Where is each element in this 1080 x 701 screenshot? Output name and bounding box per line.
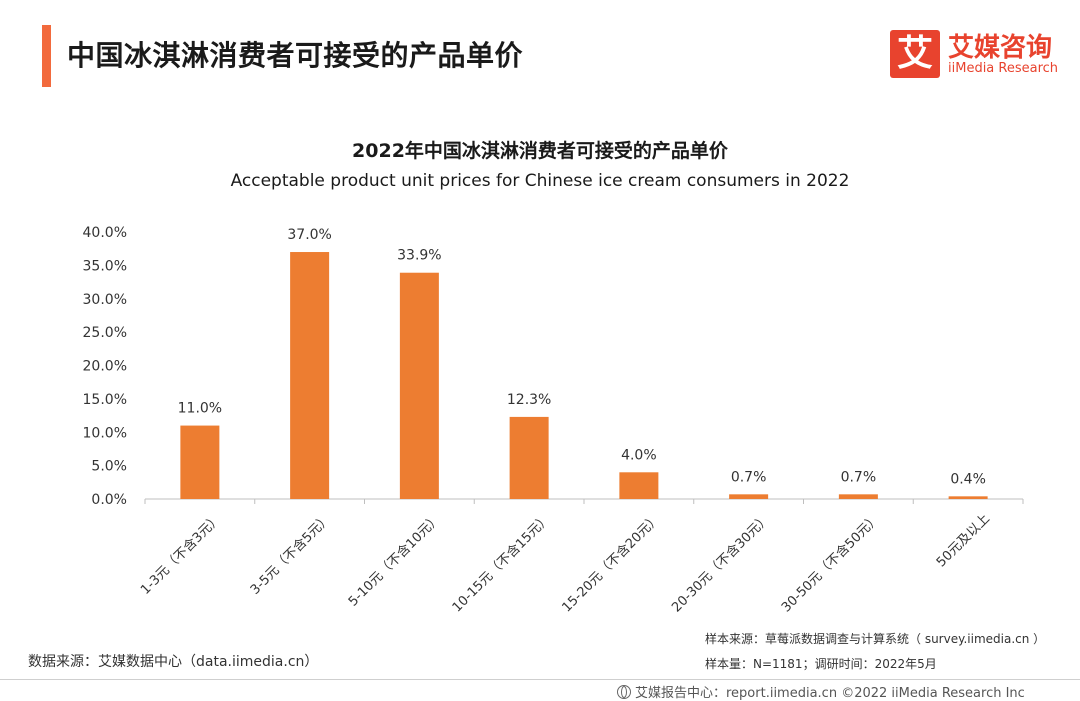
chart-title: 2022年中国冰淇淋消费者可接受的产品单价 <box>352 140 728 162</box>
x-tick-label: 20-30元（不含30元） <box>669 511 774 616</box>
y-tick-label: 40.0% <box>83 225 127 241</box>
footer: 艾媒报告中心：report.iimedia.cn ©2022 iiMedia R… <box>617 682 1025 701</box>
chart-subtitle: Acceptable product unit prices for Chine… <box>230 171 850 191</box>
x-tick-label: 5-10元（不含10元） <box>345 511 444 610</box>
sample-size-note: 样本量：N=1181；调研时间：2022年5月 <box>705 657 937 671</box>
title-accent-bar <box>42 25 51 87</box>
bar <box>399 272 439 499</box>
data-label: 37.0% <box>287 227 331 243</box>
y-tick-label: 35.0% <box>83 258 127 274</box>
data-label: 33.9% <box>397 248 441 264</box>
bar <box>729 494 769 499</box>
y-tick-label: 30.0% <box>83 292 127 308</box>
bar <box>619 472 659 499</box>
y-tick-label: 25.0% <box>83 325 127 341</box>
data-label: 0.4% <box>950 471 986 487</box>
x-tick-label: 50元及以上 <box>934 511 993 570</box>
logo-name-en: iiMedia Research <box>948 61 1059 76</box>
data-label: 12.3% <box>507 392 551 408</box>
data-source-note: 数据来源：艾媒数据中心（data.iimedia.cn） <box>28 654 319 670</box>
sample-source-note: 样本来源：草莓派数据调查与计算系统（ survey.iimedia.cn ） <box>705 632 1046 646</box>
logo-name-cn: 艾媒咨询 <box>948 33 1053 63</box>
page-title: 中国冰淇淋消费者可接受的产品单价 <box>67 39 524 72</box>
logo-mark: 艾 <box>890 30 940 78</box>
bar <box>290 252 330 499</box>
bar <box>948 496 988 499</box>
y-tick-label: 5.0% <box>91 459 127 475</box>
bar <box>180 425 220 499</box>
y-tick-label: 15.0% <box>83 392 127 408</box>
iimedia-logo: 艾 艾媒咨询 iiMedia Research <box>890 30 1065 80</box>
data-label: 0.7% <box>731 469 767 485</box>
y-tick-label: 20.0% <box>83 359 127 375</box>
bar <box>509 416 549 499</box>
x-tick-label: 30-50元（不含50元） <box>778 511 883 616</box>
data-label: 0.7% <box>841 469 877 485</box>
x-tick-label: 3-5元（不含5元） <box>247 511 334 598</box>
x-tick-label: 15-20元（不含20元） <box>559 511 664 616</box>
footer-text: 艾媒报告中心：report.iimedia.cn ©2022 iiMedia R… <box>635 686 1025 701</box>
globe-icon <box>617 685 631 699</box>
y-tick-label: 10.0% <box>83 425 127 441</box>
x-tick-label: 10-15元（不含15元） <box>449 511 554 616</box>
y-tick-label: 0.0% <box>91 492 127 508</box>
bar-chart: 0.0% 5.0% 10.0% 15.0% 20.0% 25.0% 30.0% 35.0% 40… <box>83 225 1024 616</box>
x-tick-label: 1-3元（不含3元） <box>137 511 224 598</box>
data-label: 11.0% <box>178 401 222 417</box>
footer-divider <box>0 679 1080 680</box>
bar <box>838 494 878 499</box>
data-label: 4.0% <box>621 447 657 463</box>
